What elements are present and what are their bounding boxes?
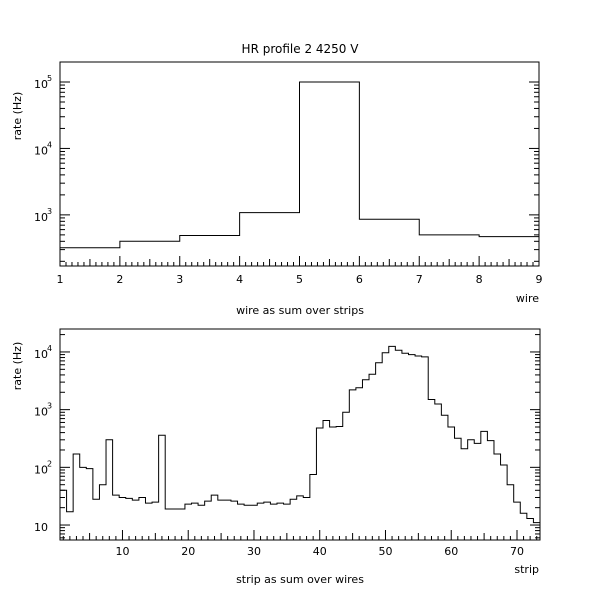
top-x-axis: 1 2 3 4 5 6 7 8 9: [57, 256, 543, 286]
top-x-tick-label: 7: [416, 273, 423, 286]
bottom-y-tick-exponent: 3: [47, 402, 52, 411]
bottom-y-tick-label: 10: [34, 348, 48, 361]
bottom-x-tick-label: 30: [247, 545, 261, 558]
bottom-y-axis-label: rate (Hz): [11, 342, 24, 390]
top-chart-title: HR profile 2 4250 V: [242, 42, 360, 56]
bottom-x-tick-label: 70: [510, 545, 524, 558]
top-y-tick-exponent: 4: [47, 140, 52, 149]
bottom-x-caption: strip as sum over wires: [236, 573, 364, 586]
bottom-y-tick-label: 10: [34, 463, 48, 476]
top-y-tick-exponent: 3: [47, 207, 52, 216]
top-y-tick-label: 10: [34, 211, 48, 224]
bottom-y-tick-label: 10: [34, 521, 48, 534]
top-x-tick-label: 2: [116, 273, 123, 286]
top-histogram-line: [60, 81, 539, 249]
bottom-x-tick-label: 40: [313, 545, 327, 558]
top-x-tick-label: 9: [536, 273, 543, 286]
top-x-tick-label: 6: [356, 273, 363, 286]
top-x-caption: wire as sum over strips: [236, 304, 364, 317]
top-y-axis-label: rate (Hz): [11, 92, 24, 140]
top-x-axis-label: wire: [516, 292, 539, 305]
bottom-y-tick-exponent: 2: [47, 459, 52, 468]
top-x-tick-label: 8: [476, 273, 483, 286]
bottom-y-tick-label: 10: [34, 406, 48, 419]
bottom-x-tick-label: 10: [115, 545, 129, 558]
bottom-plot-frame: [59, 328, 541, 541]
top-y-tick-exponent: 5: [47, 74, 52, 83]
top-x-tick-label: 3: [176, 273, 183, 286]
bottom-x-axis-label: strip: [514, 563, 539, 576]
top-x-tick-label: 4: [236, 273, 243, 286]
bottom-histogram-line: [60, 345, 540, 524]
top-x-tick-label: 5: [296, 273, 303, 286]
top-x-tick-label: 1: [57, 273, 64, 286]
bottom-y-tick-exponent: 4: [47, 344, 52, 353]
top-y-tick-label: 10: [34, 144, 48, 157]
bottom-x-tick-label: 20: [181, 545, 195, 558]
bottom-x-axis: 10 20 30 40 50 60 70: [62, 530, 538, 558]
bottom-x-tick-label: 50: [378, 545, 392, 558]
top-y-tick-label: 10: [34, 78, 48, 91]
bottom-x-tick-label: 60: [444, 545, 458, 558]
